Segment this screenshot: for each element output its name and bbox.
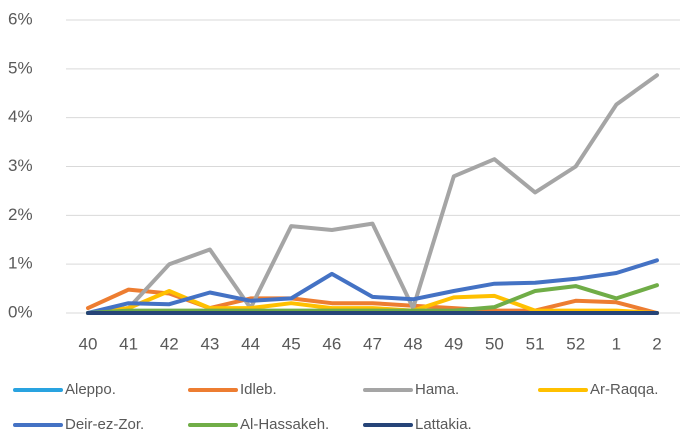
- series-line: [86, 258, 659, 315]
- x-tick-label: 2: [652, 334, 661, 353]
- x-tick-label: 51: [526, 334, 545, 353]
- y-tick-label: 5%: [8, 58, 33, 77]
- series-line: [86, 73, 659, 315]
- x-tick-label: 41: [119, 334, 138, 353]
- y-tick-label: 6%: [8, 9, 33, 28]
- legend-label: Deir-ez-Zor.: [65, 416, 144, 433]
- series-line: [86, 289, 659, 315]
- x-tick-label: 47: [363, 334, 382, 353]
- x-tick-label: 50: [485, 334, 504, 353]
- x-tick-label: 40: [79, 334, 98, 353]
- x-tick-label: 49: [444, 334, 463, 353]
- series-line: [86, 283, 659, 315]
- x-tick-label: 48: [404, 334, 423, 353]
- legend-label: Ar-Raqqa.: [590, 381, 658, 398]
- x-tick-label: 42: [160, 334, 179, 353]
- legend-label: Lattakia.: [415, 416, 472, 433]
- y-tick-label: 0%: [8, 302, 33, 321]
- y-tick-label: 1%: [8, 254, 33, 273]
- y-tick-label: 4%: [8, 107, 33, 126]
- legend-label: Hama.: [415, 381, 459, 398]
- x-tick-label: 1: [612, 334, 621, 353]
- legend-label: Idleb.: [240, 381, 277, 398]
- y-tick-label: 3%: [8, 156, 33, 175]
- legend-label: Aleppo.: [65, 381, 116, 398]
- legend-label: Al-Hassakeh.: [240, 416, 329, 433]
- x-tick-label: 46: [322, 334, 341, 353]
- x-tick-label: 43: [200, 334, 219, 353]
- x-tick-label: 44: [241, 334, 260, 353]
- x-tick-label: 45: [282, 334, 301, 353]
- y-tick-label: 2%: [8, 205, 33, 224]
- x-tick-label: 52: [566, 334, 585, 353]
